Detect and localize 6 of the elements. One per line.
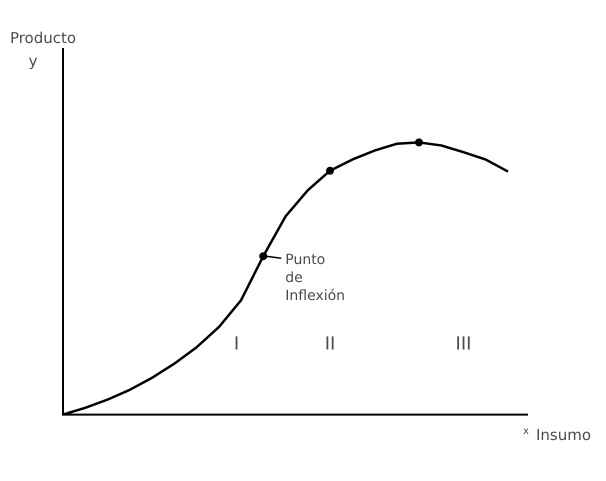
y-axis-title: Producto y [10,29,76,70]
annotation: II [324,333,336,354]
x-axis-title: x Insumo [523,426,592,444]
annotation: III [456,333,472,354]
annotation: I [234,333,240,354]
annotation: Punto de Inflexión [285,252,346,304]
